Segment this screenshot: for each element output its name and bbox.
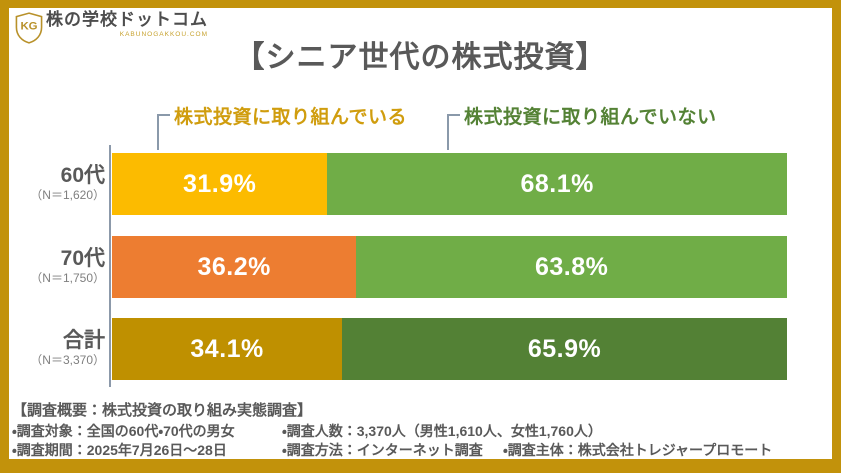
bar-segment-engaged: 31.9% <box>112 153 328 215</box>
survey-method: ・調査方法：インターネット調査 <box>282 442 483 458</box>
bar-segment-engaged: 34.1% <box>112 318 343 380</box>
brand-logo: KG 株の学校ドットコム KABUNOGAKKOU.COM <box>15 10 208 44</box>
survey-summary: 【調査概要：株式投資の取り組み実態調査】 ・調査対象：全国の60代・70代の男女… <box>12 402 827 458</box>
bar-track: 34.1% 65.9% <box>112 318 787 380</box>
bar-segment-not-engaged: 63.8% <box>356 236 787 298</box>
bar-category-label: 60代 （N＝1,620） <box>13 153 105 215</box>
survey-respondents: ・調査人数：3,370人（男性1,610人、女性1,760人） <box>282 423 602 439</box>
survey-organizer: ・調査主体：株式会社トレジャープロモート <box>503 442 773 458</box>
bar-row: 60代 （N＝1,620） 31.9% 68.1% <box>9 153 832 215</box>
bar-track: 31.9% 68.1% <box>112 153 787 215</box>
legend-bracket-not-engaged <box>447 114 460 150</box>
bar-value-label: 63.8% <box>534 252 609 281</box>
bar-value-label: 31.9% <box>182 169 257 198</box>
brand-domain: KABUNOGAKKOU.COM <box>119 31 208 39</box>
category-name: 合計 <box>63 329 105 353</box>
bar-row: 合計 （N＝3,370） 34.1% 65.9% <box>9 318 832 380</box>
bar-segment-not-engaged: 65.9% <box>342 318 787 380</box>
category-sample-size: （N＝1,750） <box>30 271 105 286</box>
bar-value-label: 34.1% <box>190 334 264 363</box>
bar-value-label: 65.9% <box>527 334 602 363</box>
category-sample-size: （N＝3,370） <box>30 353 105 368</box>
shield-logo-icon: KG <box>15 12 43 44</box>
bar-row: 70代 （N＝1,750） 36.2% 63.8% <box>9 236 832 298</box>
category-name: 70代 <box>60 247 105 271</box>
legend-bracket-engaged <box>157 114 170 150</box>
category-name: 60代 <box>60 164 105 188</box>
bar-category-label: 70代 （N＝1,750） <box>13 236 105 298</box>
bar-category-label: 合計 （N＝3,370） <box>13 318 105 380</box>
chart-axis-line <box>109 145 111 387</box>
page-title: 【シニア世代の株式投資】 <box>234 41 607 74</box>
brand-name: 株の学校ドットコム <box>46 10 208 29</box>
category-sample-size: （N＝1,620） <box>30 188 105 203</box>
bar-track: 36.2% 63.8% <box>112 236 787 298</box>
survey-summary-heading: 【調査概要：株式投資の取り組み実態調査】 <box>12 402 313 419</box>
survey-period: ・調査期間：2025年7月26日～28日 <box>12 442 227 458</box>
legend-label-not-engaged: 株式投資に取り組んでいない <box>464 107 717 128</box>
survey-summary-line: ・調査対象：全国の60代・70代の男女 ・調査人数：3,370人（男性1,610… <box>12 421 827 439</box>
legend-label-engaged: 株式投資に取り組んでいる <box>174 107 408 128</box>
bar-value-label: 36.2% <box>197 252 271 281</box>
survey-summary-line: ・調査期間：2025年7月26日～28日 ・調査方法：インターネット調査 ・調査… <box>12 440 827 458</box>
logo-monogram: KG <box>20 21 37 33</box>
bar-segment-engaged: 36.2% <box>112 236 357 298</box>
survey-target: ・調査対象：全国の60代・70代の男女 <box>12 423 235 439</box>
bar-value-label: 68.1% <box>520 169 594 198</box>
bar-segment-not-engaged: 68.1% <box>327 153 787 215</box>
